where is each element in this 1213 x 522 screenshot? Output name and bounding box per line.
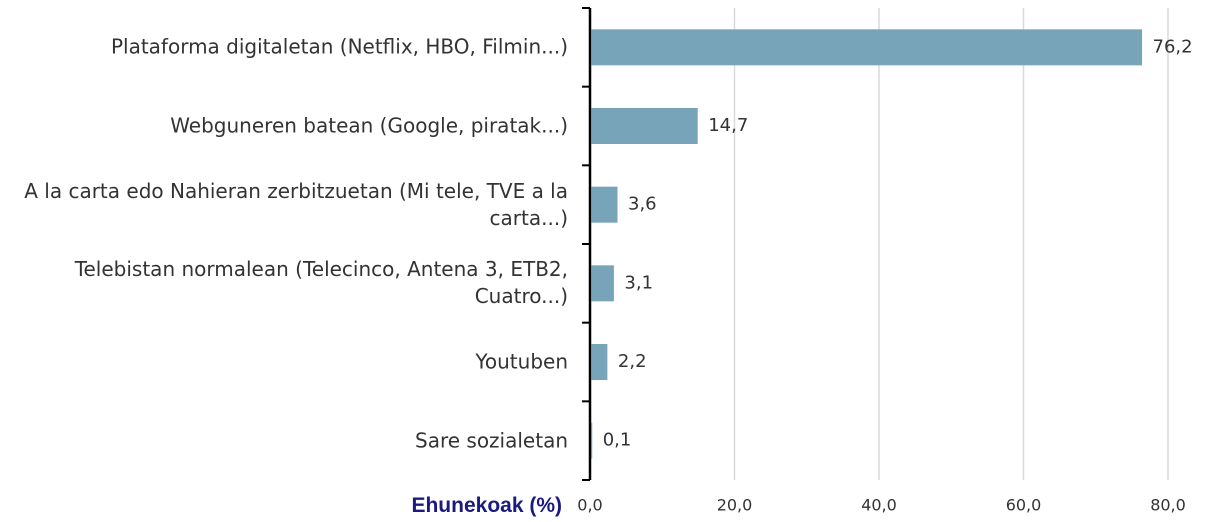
x-tick-label: 80,0 [1150, 496, 1186, 515]
y-tick-label: Plataforma digitaletan (Netflix, HBO, Fi… [110, 34, 568, 59]
value-label: 0,1 [603, 430, 632, 451]
value-label: 76,2 [1153, 36, 1193, 57]
y-tick-label: Youtuben [475, 349, 568, 374]
bar [591, 422, 593, 459]
value-label: 14,7 [708, 115, 748, 136]
bar [591, 265, 614, 302]
x-tick-label: 40,0 [861, 496, 897, 515]
y-tick-label: A la carta edo Nahieran zerbitzuetan (Mi… [24, 178, 568, 230]
y-tick-label: Webguneren batean (Google, piratak...) [170, 113, 568, 138]
y-tick-label: Telebistan normalean (Telecinco, Antena … [74, 257, 568, 309]
bar [591, 108, 698, 144]
bar [591, 29, 1143, 66]
x-tick-label: 60,0 [1006, 496, 1042, 515]
value-label: 3,1 [624, 272, 653, 293]
bar [591, 344, 608, 380]
x-tick-label: 20,0 [717, 496, 753, 515]
x-tick-label: 0,0 [577, 496, 602, 515]
value-label: 3,6 [628, 194, 657, 215]
value-label: 2,2 [618, 351, 647, 372]
y-tick-label: Sare sozialetan [415, 428, 568, 453]
x-axis-label: Ehunekoak (%) [411, 494, 562, 517]
bar [591, 186, 618, 223]
